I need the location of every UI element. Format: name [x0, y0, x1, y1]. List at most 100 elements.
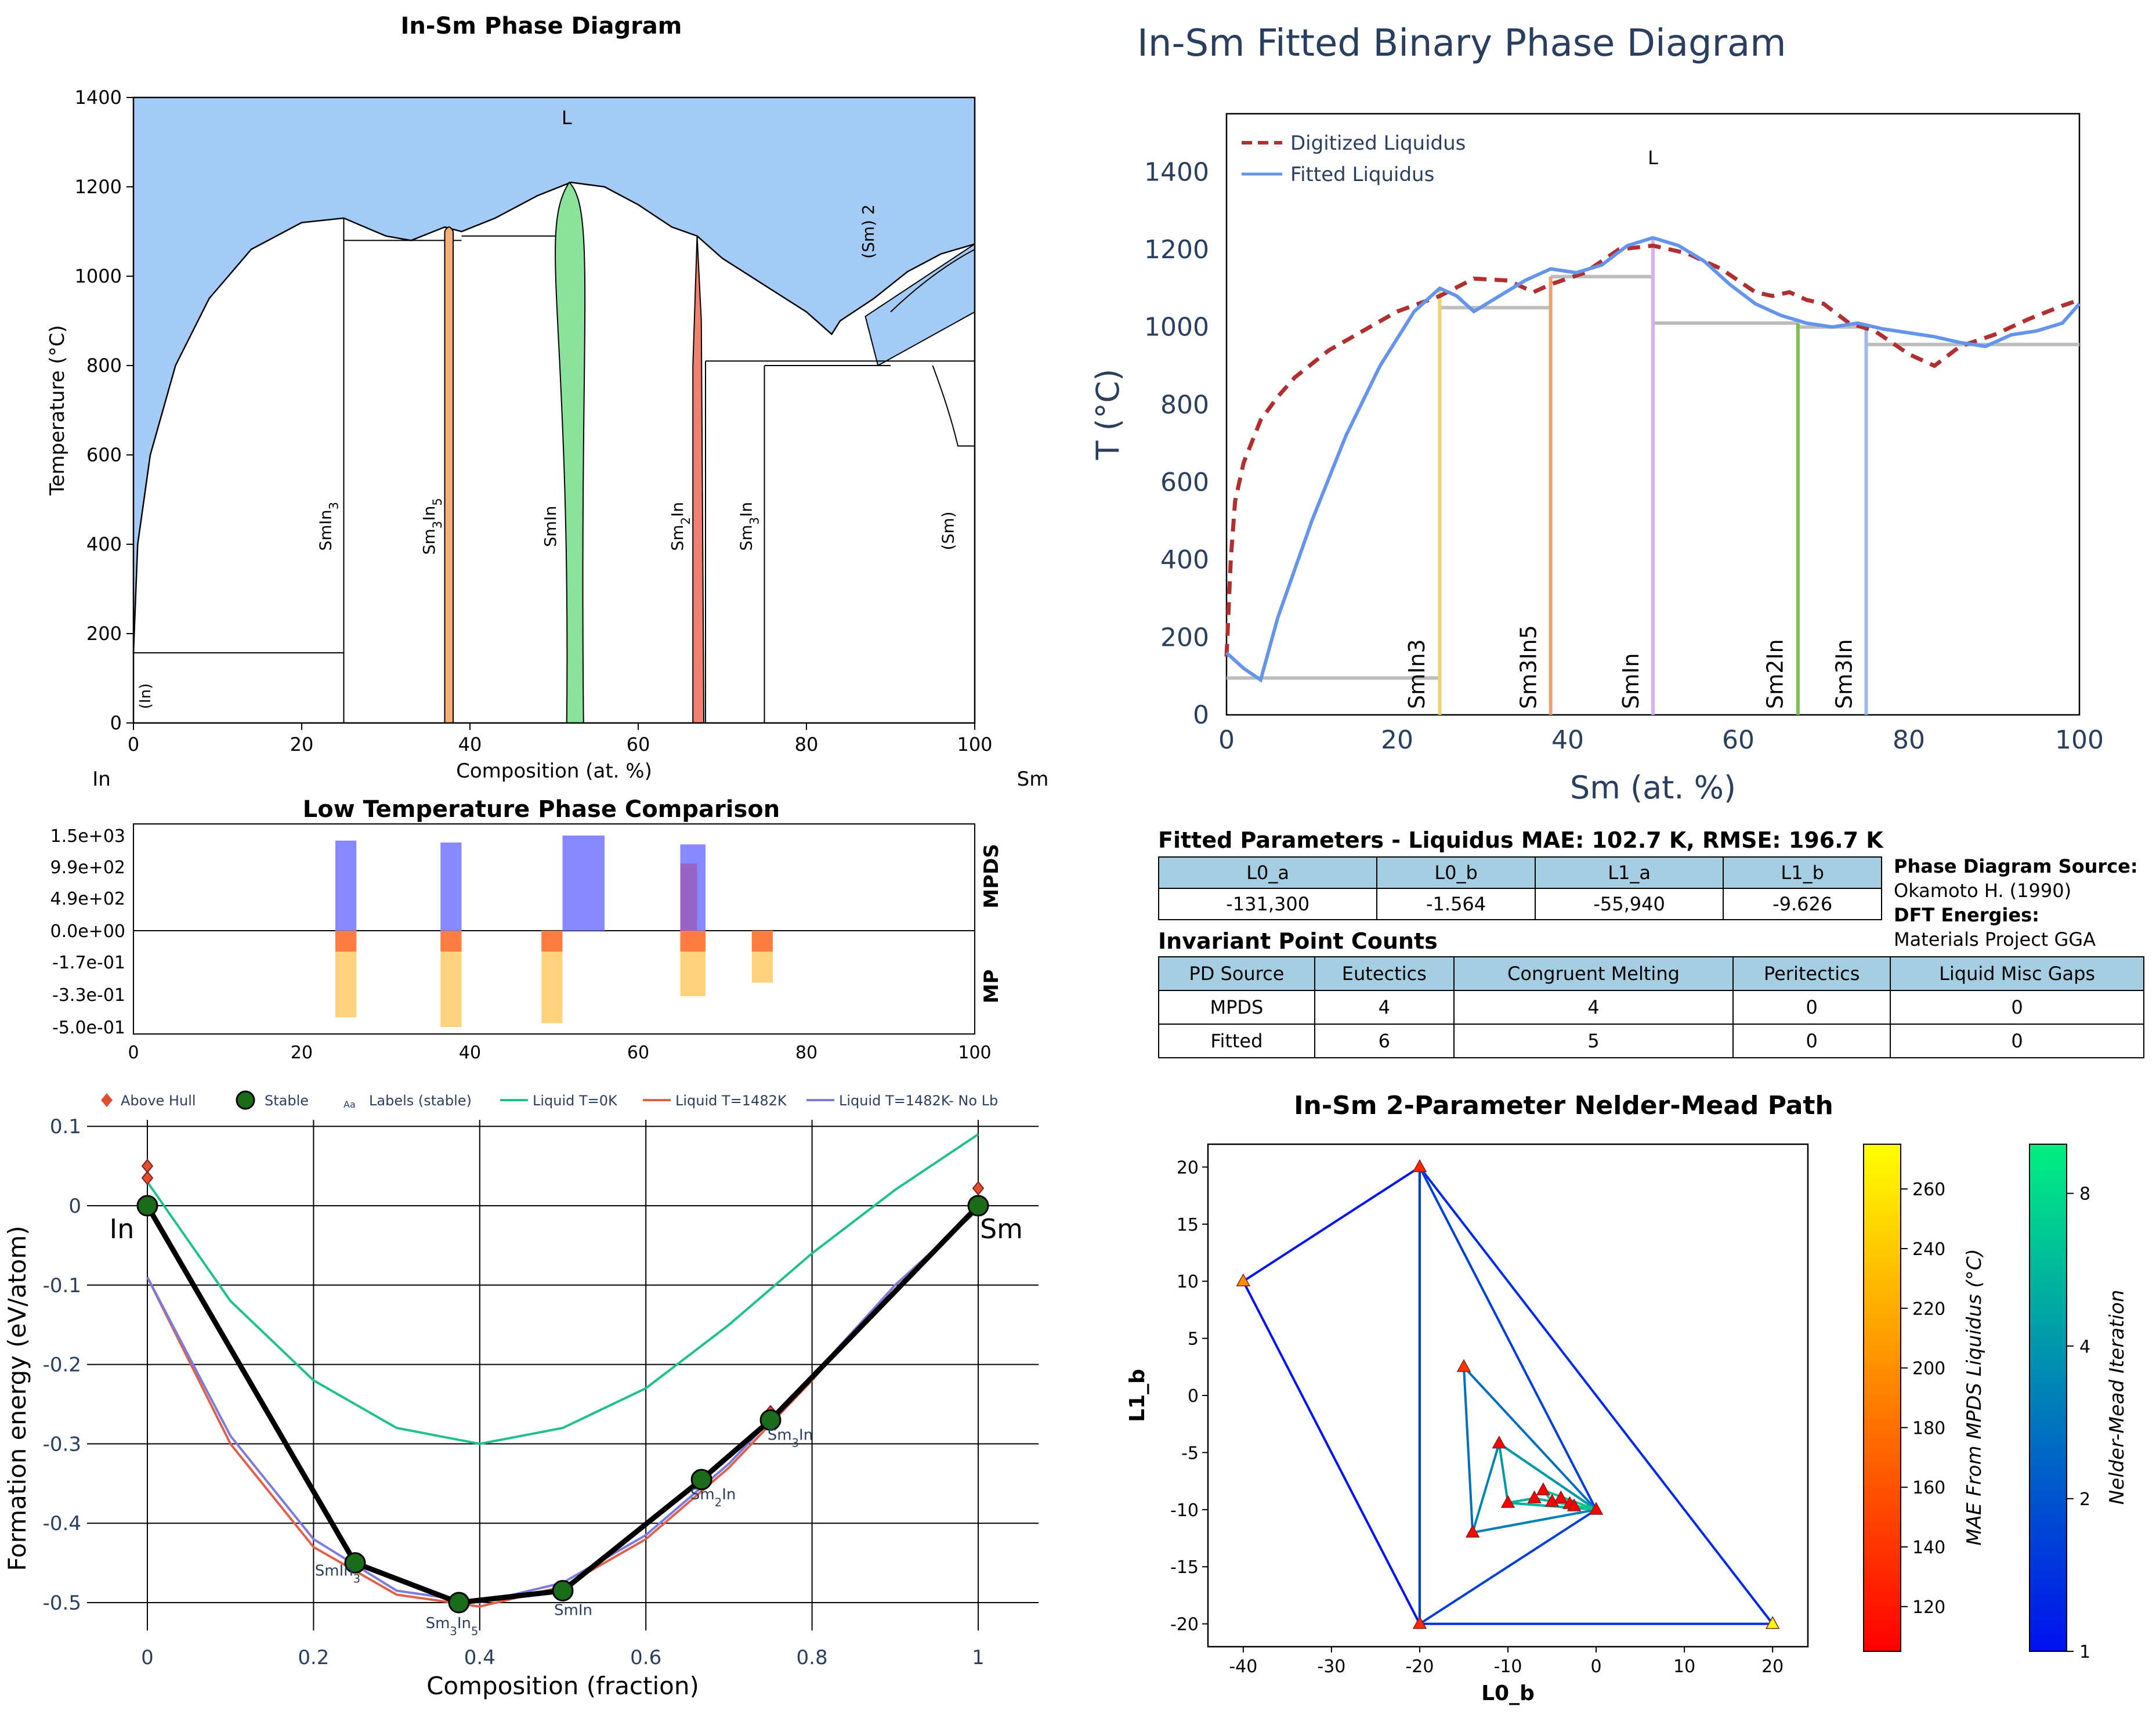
nelder-mead-title: In-Sm 2-Parameter Nelder-Mead Path	[1294, 1091, 1833, 1120]
invariant-cell: 0	[1732, 1024, 1891, 1058]
source-info: Phase Diagram Source: Okamoto H. (1990) …	[1894, 854, 2138, 952]
x-tick-label: 60	[1722, 725, 1755, 755]
x-tick-label: 0	[128, 1043, 139, 1063]
y-tick-label: 0.0e+00	[50, 921, 125, 942]
invariant-cell: 0	[1890, 990, 2144, 1025]
phase-label: SmIn3	[1404, 639, 1430, 709]
region-label-in: (In)	[137, 684, 154, 709]
simplex-vertex	[1553, 1490, 1568, 1503]
y-tick-label: -1.7e-01	[52, 953, 125, 973]
x-axis-label: Sm (at. %)	[1570, 769, 1736, 806]
point-label: SmIn	[554, 1601, 592, 1619]
x-tick-label: -20	[1405, 1657, 1434, 1677]
stable-point	[552, 1579, 574, 1601]
mp-bar-top	[751, 931, 773, 952]
y-tick-label: -20	[1170, 1615, 1199, 1635]
phase-label: SmIn	[1618, 653, 1644, 709]
x-tick-label: 20	[290, 733, 314, 755]
simplex-vertex	[1500, 1495, 1515, 1508]
param-value: -55,940	[1534, 888, 1724, 920]
plot-frame	[1207, 1143, 1809, 1648]
simplex-vertex	[1236, 1273, 1251, 1286]
x-tick-label: 100	[958, 1043, 991, 1063]
y-tick-label: -0.1	[43, 1274, 81, 1297]
phase-label: Sm3In5	[1516, 625, 1542, 709]
legend-stable-label: Stable	[265, 1093, 309, 1109]
x-tick-label: 0.4	[464, 1646, 495, 1669]
sm2in-phase	[692, 236, 705, 724]
liquid-curve	[146, 1133, 979, 1445]
simplex-vertex	[1765, 1616, 1780, 1629]
mpds-label: MPDS	[980, 844, 1003, 908]
phase-label: Sm3In5	[419, 498, 444, 555]
phase-label: Sm3In	[737, 502, 762, 551]
y-tick-label: 0	[1193, 700, 1209, 730]
invariant-cell: 5	[1453, 1024, 1734, 1058]
simplex-vertex	[1536, 1482, 1551, 1496]
x-tick-label: 100	[957, 733, 992, 755]
simplex-vertex	[1589, 1502, 1604, 1515]
y-axis-label: T (°C)	[1090, 369, 1126, 461]
invariant-header: Eutectics	[1314, 956, 1455, 991]
fitted-diagram-title: In-Sm Fitted Binary Phase Diagram	[1137, 22, 1786, 65]
y-tick-label: 1400	[75, 86, 122, 109]
y-tick-label: 800	[86, 355, 122, 377]
x-tick-label: 0.6	[630, 1646, 661, 1669]
invariant-header: Congruent Melting	[1453, 956, 1734, 991]
above-hull-point	[141, 1170, 154, 1185]
y-tick-label: -5.0e-01	[52, 1018, 125, 1038]
x-tick-label: 20	[1381, 725, 1413, 755]
legend-liquid1482-label: Liquid T=1482K	[675, 1093, 787, 1109]
above-hull-point	[972, 1181, 985, 1196]
simplex-vertex	[1527, 1490, 1542, 1503]
stable-point	[136, 1195, 158, 1217]
mp-bar-top	[541, 931, 563, 952]
convex-hull-line	[145, 1203, 981, 1605]
x-tick-label: 40	[1551, 725, 1584, 755]
stable-point	[759, 1409, 782, 1431]
x-tick-label: 20	[1761, 1657, 1784, 1677]
x-tick-label: 20	[291, 1043, 313, 1063]
legend-labels-marker: Aa	[343, 1099, 356, 1110]
y-tick-label: 600	[86, 444, 122, 466]
y-tick-label: 1400	[1144, 157, 1209, 187]
x-tick-label: 100	[2055, 725, 2104, 755]
mae-tick-label: 140	[1912, 1538, 1945, 1558]
region-label-liquid: L	[1648, 147, 1658, 169]
sm3in5-phase	[444, 226, 454, 724]
x-tick-label: 40	[459, 1043, 481, 1063]
mae-colorbar-label: MAE From MPDS Liquidus (°C)	[1963, 1249, 1986, 1545]
iter-tick-label: 1	[2079, 1642, 2090, 1662]
invariant-cell: 4	[1453, 990, 1734, 1025]
legend-fitted-label: Fitted Liquidus	[1290, 163, 1434, 186]
x-tick-label: 0	[1591, 1657, 1602, 1677]
y-tick-label: -5	[1181, 1443, 1199, 1463]
x-tick-label: 80	[795, 733, 819, 755]
x-tick-label: 60	[627, 1043, 649, 1063]
point-label: Sm3In5	[426, 1615, 479, 1638]
simplex-triangle	[1418, 1166, 1598, 1626]
phase-label: SmIn	[541, 506, 560, 547]
simplex-vertex	[1412, 1616, 1427, 1629]
phase-label: Sm2In	[668, 502, 693, 551]
smin-phase	[555, 181, 586, 724]
y-tick-label: -0.3	[43, 1433, 81, 1456]
mae-tick-label: 160	[1912, 1478, 1945, 1498]
right-element-label: Sm	[980, 1213, 1023, 1245]
liquid-region	[133, 97, 975, 653]
dft-source: Materials Project GGA	[1894, 928, 2096, 950]
low-temp-title: Low Temperature Phase Comparison	[302, 796, 780, 823]
point-label: Sm3In	[768, 1426, 813, 1449]
x-tick-label: -30	[1317, 1657, 1345, 1677]
y-tick-label: -0.5	[43, 1592, 81, 1615]
y-tick-label: 0.1	[50, 1115, 81, 1138]
legend-labels-label: Labels (stable)	[369, 1093, 472, 1109]
param-value: -1.564	[1376, 888, 1536, 920]
stable-point	[448, 1592, 470, 1614]
left-element-label: In	[92, 768, 111, 791]
y-tick-label: 600	[1160, 468, 1209, 497]
mae-tick-label: 180	[1912, 1418, 1945, 1438]
x-tick-label: -40	[1229, 1657, 1257, 1677]
mp-label: MP	[980, 970, 1003, 1004]
legend-above-hull-marker	[101, 1093, 113, 1107]
